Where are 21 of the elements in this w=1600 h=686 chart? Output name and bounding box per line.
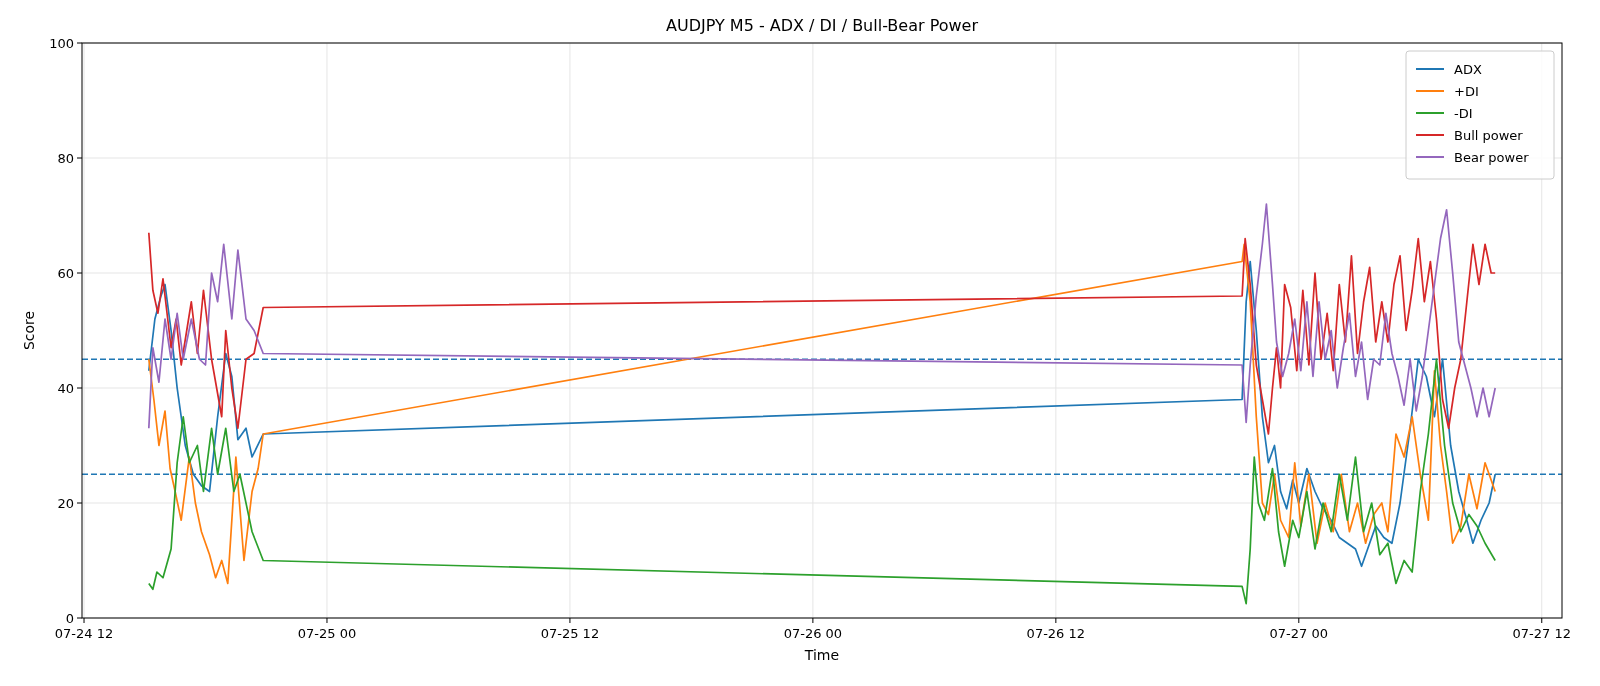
chart-title: AUDJPY M5 - ADX / DI / Bull-Bear Power [665, 16, 979, 35]
y-tick-label: 0 [65, 610, 74, 626]
y-tick-label: 100 [49, 35, 74, 51]
legend-label: Bear power [1454, 150, 1530, 165]
x-tick-label: 07-25 12 [540, 626, 600, 641]
x-tick-label: 07-27 12 [1512, 626, 1571, 641]
x-tick-label: 07-26 12 [1026, 626, 1086, 641]
legend-label: -DI [1454, 106, 1473, 121]
x-tick-label: 07-25 00 [297, 626, 357, 641]
x-tick-label: 07-26 00 [783, 626, 843, 641]
legend-label: +DI [1454, 84, 1479, 99]
legend-label: ADX [1454, 62, 1482, 77]
x-tick-label: 07-27 00 [1269, 626, 1329, 641]
x-axis-title: Time [803, 647, 840, 663]
x-tick-label: 07-24 12 [54, 626, 114, 641]
y-tick-label: 40 [57, 380, 74, 396]
y-axis-title: Score [21, 310, 37, 351]
y-tick-label: 20 [57, 495, 74, 511]
y-tick-label: 60 [57, 265, 74, 281]
y-tick-label: 80 [57, 150, 74, 166]
legend-label: Bull power [1454, 128, 1524, 143]
